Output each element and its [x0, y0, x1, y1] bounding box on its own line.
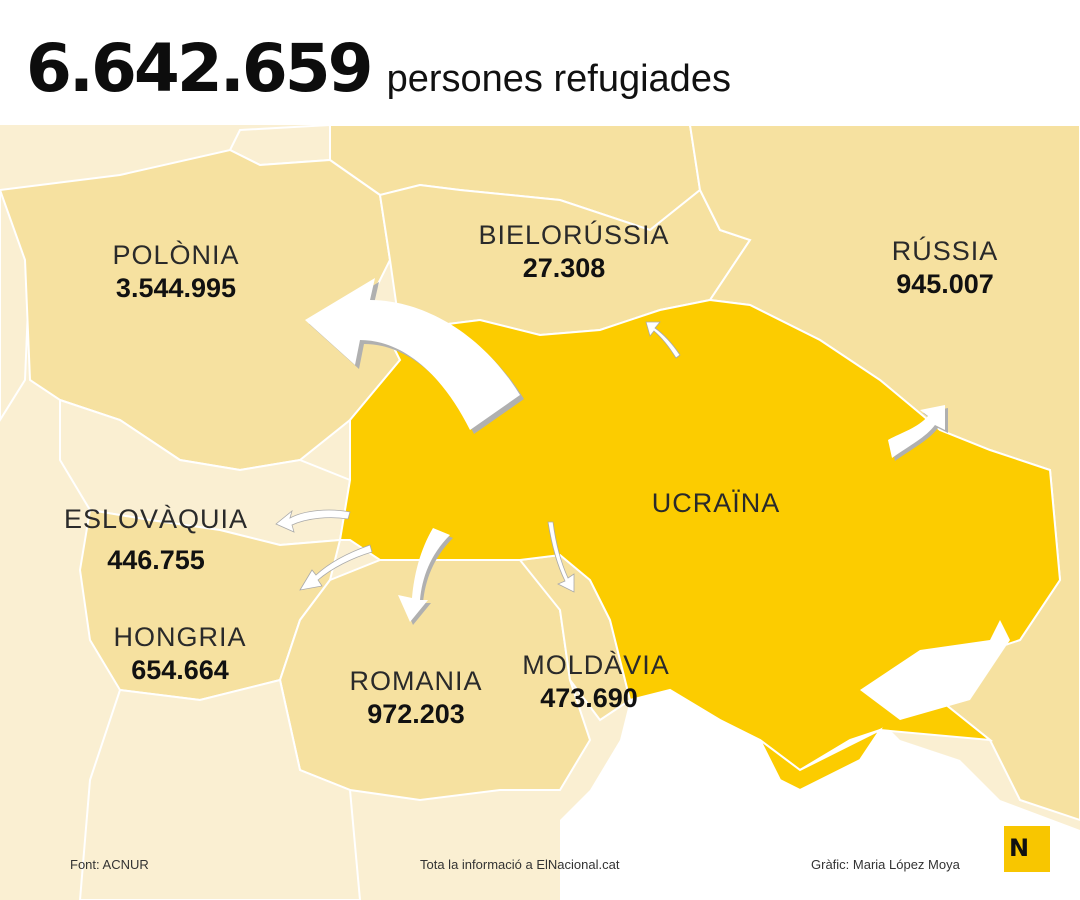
- country-value-romania: 972.203: [367, 699, 465, 729]
- arrow-hungary: [299, 544, 373, 591]
- label-poland: POLÒNIA 3.544.995: [112, 240, 239, 304]
- headline-subtitle: persones refugiades: [386, 58, 731, 100]
- arrow-moldova: [547, 521, 575, 593]
- headline: 6.642.659 persones refugiades: [26, 30, 731, 120]
- country-value-russia: 945.007: [896, 269, 994, 299]
- label-russia: RÚSSIA 945.007: [892, 236, 999, 300]
- label-romania: ROMANIA 972.203: [349, 666, 482, 730]
- arrow-belarus: [645, 321, 681, 359]
- black-sea: [560, 690, 1080, 900]
- country-name-belarus: BIELORÚSSIA: [478, 220, 670, 250]
- region-crimea: [759, 727, 883, 792]
- label-moldova: MOLDÀVIA 473.690: [522, 650, 670, 714]
- country-value-slovakia: 446.755: [107, 545, 205, 575]
- total-refugees: 6.642.659: [26, 30, 374, 107]
- country-name-romania: ROMANIA: [349, 666, 483, 696]
- country-name-russia: RÚSSIA: [891, 236, 999, 266]
- country-name-moldova: MOLDÀVIA: [522, 650, 670, 680]
- country-name-slovakia: ESLOVÀQUIA: [63, 504, 249, 534]
- label-belarus: BIELORÚSSIA 27.308: [478, 220, 669, 284]
- label-hungary: HONGRIA 654.664: [113, 622, 246, 686]
- country-value-hungary: 654.664: [131, 655, 229, 685]
- country-value-belarus: 27.308: [522, 253, 606, 283]
- footer-info: Tota la informació a ElNacional.cat: [420, 857, 620, 872]
- arrow-russia: [888, 405, 948, 461]
- country-value-moldova: 473.690: [540, 683, 638, 713]
- region-balkans: [78, 678, 362, 900]
- brand-logo: N: [1004, 826, 1050, 872]
- country-name-poland: POLÒNIA: [112, 240, 240, 270]
- footer-source: Font: ACNUR: [70, 857, 149, 872]
- arrow-poland: [305, 278, 524, 434]
- sea-of-azov: [860, 620, 1010, 720]
- country-name-ukraine: UCRAÏNA: [651, 488, 781, 518]
- arrow-slovakia: [275, 509, 351, 533]
- country-name-hungary: HONGRIA: [113, 622, 247, 652]
- arrow-romania: [398, 528, 453, 625]
- label-ukraine: UCRAÏNA: [652, 488, 781, 519]
- country-value-poland: 3.544.995: [115, 273, 237, 303]
- footer-credit: Gràfic: Maria López Moya: [811, 857, 960, 872]
- label-slovakia: ESLOVÀQUIA 446.755: [64, 504, 248, 576]
